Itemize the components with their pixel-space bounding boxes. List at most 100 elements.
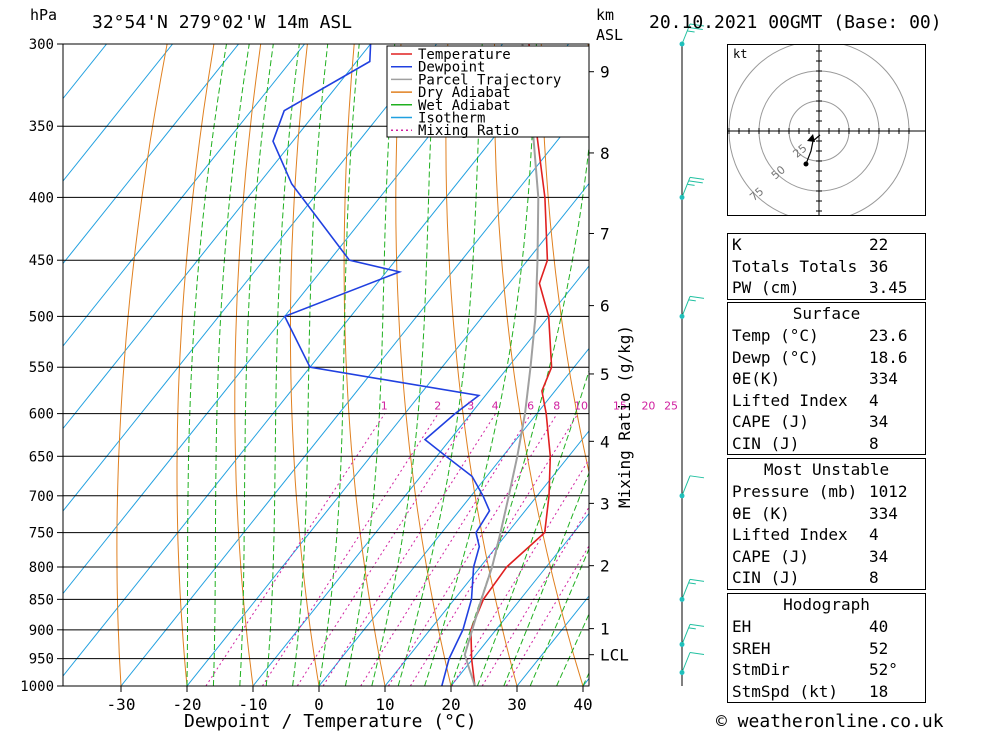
table-row: CAPE (J) 34 bbox=[728, 546, 925, 568]
table-row-value: 1012 bbox=[869, 482, 908, 501]
wet-adiabat-line bbox=[212, 44, 250, 686]
table-row-value: 40 bbox=[869, 617, 889, 636]
table-row-value: 4 bbox=[869, 390, 879, 410]
footer-credit: © weatheronline.co.uk bbox=[716, 711, 944, 732]
wind-barb-half-flag bbox=[687, 30, 695, 33]
table-row: Totals Totals 36 bbox=[728, 256, 925, 278]
isotherm-line bbox=[318, 347, 589, 686]
dry-adiabat-line bbox=[445, 44, 518, 686]
dry-adiabat-line bbox=[343, 44, 386, 686]
pressure-label: 950 bbox=[29, 652, 54, 668]
table-row: SREH 52 bbox=[728, 638, 925, 660]
wind-barb-flag bbox=[689, 652, 705, 655]
wet-adiabat-line bbox=[265, 44, 300, 686]
table-row-value: 22 bbox=[869, 235, 889, 254]
table-row-label: Lifted Index bbox=[732, 525, 848, 544]
temperature-line bbox=[470, 44, 553, 686]
plot-frame bbox=[62, 43, 590, 687]
mixing-ratio-label: 25 bbox=[664, 400, 678, 413]
wet-adiabat-line bbox=[397, 44, 483, 686]
isotherm-line bbox=[63, 44, 503, 595]
hodograph-ring-label: 75 bbox=[747, 185, 766, 204]
legend-entry: Dry Adiabat bbox=[418, 85, 511, 101]
wet-adiabat-line bbox=[529, 547, 589, 686]
mixing-ratio-label: 4 bbox=[492, 400, 499, 413]
wet-adiabat-line bbox=[186, 44, 227, 686]
hodograph-panel: kt 25 50 75 bbox=[727, 44, 926, 216]
table-row-label: θE(K) bbox=[732, 369, 781, 388]
wind-barb-staff bbox=[681, 579, 691, 600]
mixing-ratio-axis-title: Mixing Ratio (g/kg) bbox=[615, 325, 634, 508]
pressure-label: 700 bbox=[29, 489, 54, 505]
wet-adiabat-line bbox=[556, 612, 589, 686]
table-row-label: CAPE (J) bbox=[732, 546, 810, 566]
mixing-ratio-label: 8 bbox=[553, 400, 560, 413]
mixing-ratio-line bbox=[322, 413, 497, 686]
mixing-ratio-line bbox=[505, 544, 589, 686]
dry-adiabat-line bbox=[493, 44, 584, 686]
pressure-label: 800 bbox=[29, 560, 54, 576]
wind-barb-staff bbox=[681, 652, 691, 673]
parcel-trajectory-line bbox=[463, 44, 540, 686]
table-row-value: 3.45 bbox=[869, 278, 908, 297]
table-row-value: 4 bbox=[869, 525, 879, 544]
most-unstable-table: Most Unstable Pressure (mb) 1012 θE (K) 334… bbox=[727, 458, 926, 590]
mixing-ratio-label: 2 bbox=[434, 400, 441, 413]
mixing-ratio-line bbox=[261, 413, 439, 686]
isotherm-line bbox=[63, 44, 371, 430]
mixing-ratio-label: 15 bbox=[613, 400, 627, 413]
km-tick-label: 1 bbox=[600, 620, 610, 639]
pressure-label: 650 bbox=[29, 449, 54, 465]
dry-adiabat-line bbox=[289, 44, 320, 686]
x-tick-label: 30 bbox=[507, 695, 526, 714]
table-row-label: Dewp (°C) bbox=[732, 347, 819, 367]
pressure-label: 550 bbox=[29, 360, 54, 376]
storm-motion-marker bbox=[807, 134, 815, 142]
x-axis-title: Dewpoint / Temperature (°C) bbox=[184, 711, 477, 732]
mixing-ratio-label: 1 bbox=[381, 400, 388, 413]
legend-box bbox=[386, 45, 590, 138]
table-row-value: 34 bbox=[869, 412, 889, 431]
pressure-label: 300 bbox=[29, 37, 54, 53]
hodograph-ring-label: 50 bbox=[769, 163, 788, 182]
hodograph-table: Hodograph EH 40 SREH 52 StmDir 52° StmSpd (kt)… bbox=[727, 593, 926, 703]
table-row-label: EH bbox=[732, 617, 752, 636]
km-tick-label: 5 bbox=[600, 365, 610, 384]
dry-adiabat-line bbox=[916, 44, 1000, 686]
table-row-label: StmSpd (kt) bbox=[732, 681, 838, 701]
wet-adiabat-line bbox=[239, 44, 274, 686]
km-tick-label: 8 bbox=[600, 144, 610, 163]
isotherm-line bbox=[63, 44, 173, 182]
x-tick-label: -30 bbox=[107, 695, 136, 714]
table-row: Temp (°C) 23.6 bbox=[728, 325, 925, 347]
wind-barb-half-flag bbox=[688, 582, 696, 585]
table-row-label: SREH bbox=[732, 638, 771, 658]
x-tick-label: -10 bbox=[239, 695, 268, 714]
hodograph-unit: kt bbox=[733, 47, 747, 61]
table-row-label: Temp (°C) bbox=[732, 326, 819, 345]
surface-table: Surface Temp (°C) 23.6 Dewp (°C) 18.6 θE(K) 3… bbox=[727, 302, 926, 455]
pressure-label: 600 bbox=[29, 407, 54, 423]
isotherm-line bbox=[63, 44, 569, 677]
pressure-label: 350 bbox=[29, 119, 54, 135]
x-tick-label: 40 bbox=[573, 695, 592, 714]
table-row: StmSpd (kt) 18 bbox=[728, 681, 925, 703]
hodograph-trace bbox=[805, 134, 821, 165]
wet-adiabat-line bbox=[476, 369, 589, 686]
table-row-value: 334 bbox=[869, 503, 898, 523]
table-row-value: 23.6 bbox=[869, 326, 908, 345]
legend-entry: Temperature bbox=[418, 47, 511, 63]
dry-adiabat-line bbox=[962, 44, 1000, 686]
isotherm-line bbox=[252, 265, 589, 686]
table-row-label: K bbox=[732, 235, 742, 254]
table-row-value: 52 bbox=[869, 638, 889, 658]
table-row-value: 334 bbox=[869, 369, 898, 388]
asl-label: ASL bbox=[596, 26, 623, 44]
table-row-label: StmDir bbox=[732, 660, 790, 679]
legend-entry: Isotherm bbox=[418, 111, 485, 127]
isotherm-line bbox=[186, 182, 589, 686]
table-row-value: 8 bbox=[869, 568, 879, 587]
wind-barb-flag bbox=[689, 295, 705, 299]
location-title: 32°54'N 279°02'W 14m ASL bbox=[92, 12, 352, 33]
